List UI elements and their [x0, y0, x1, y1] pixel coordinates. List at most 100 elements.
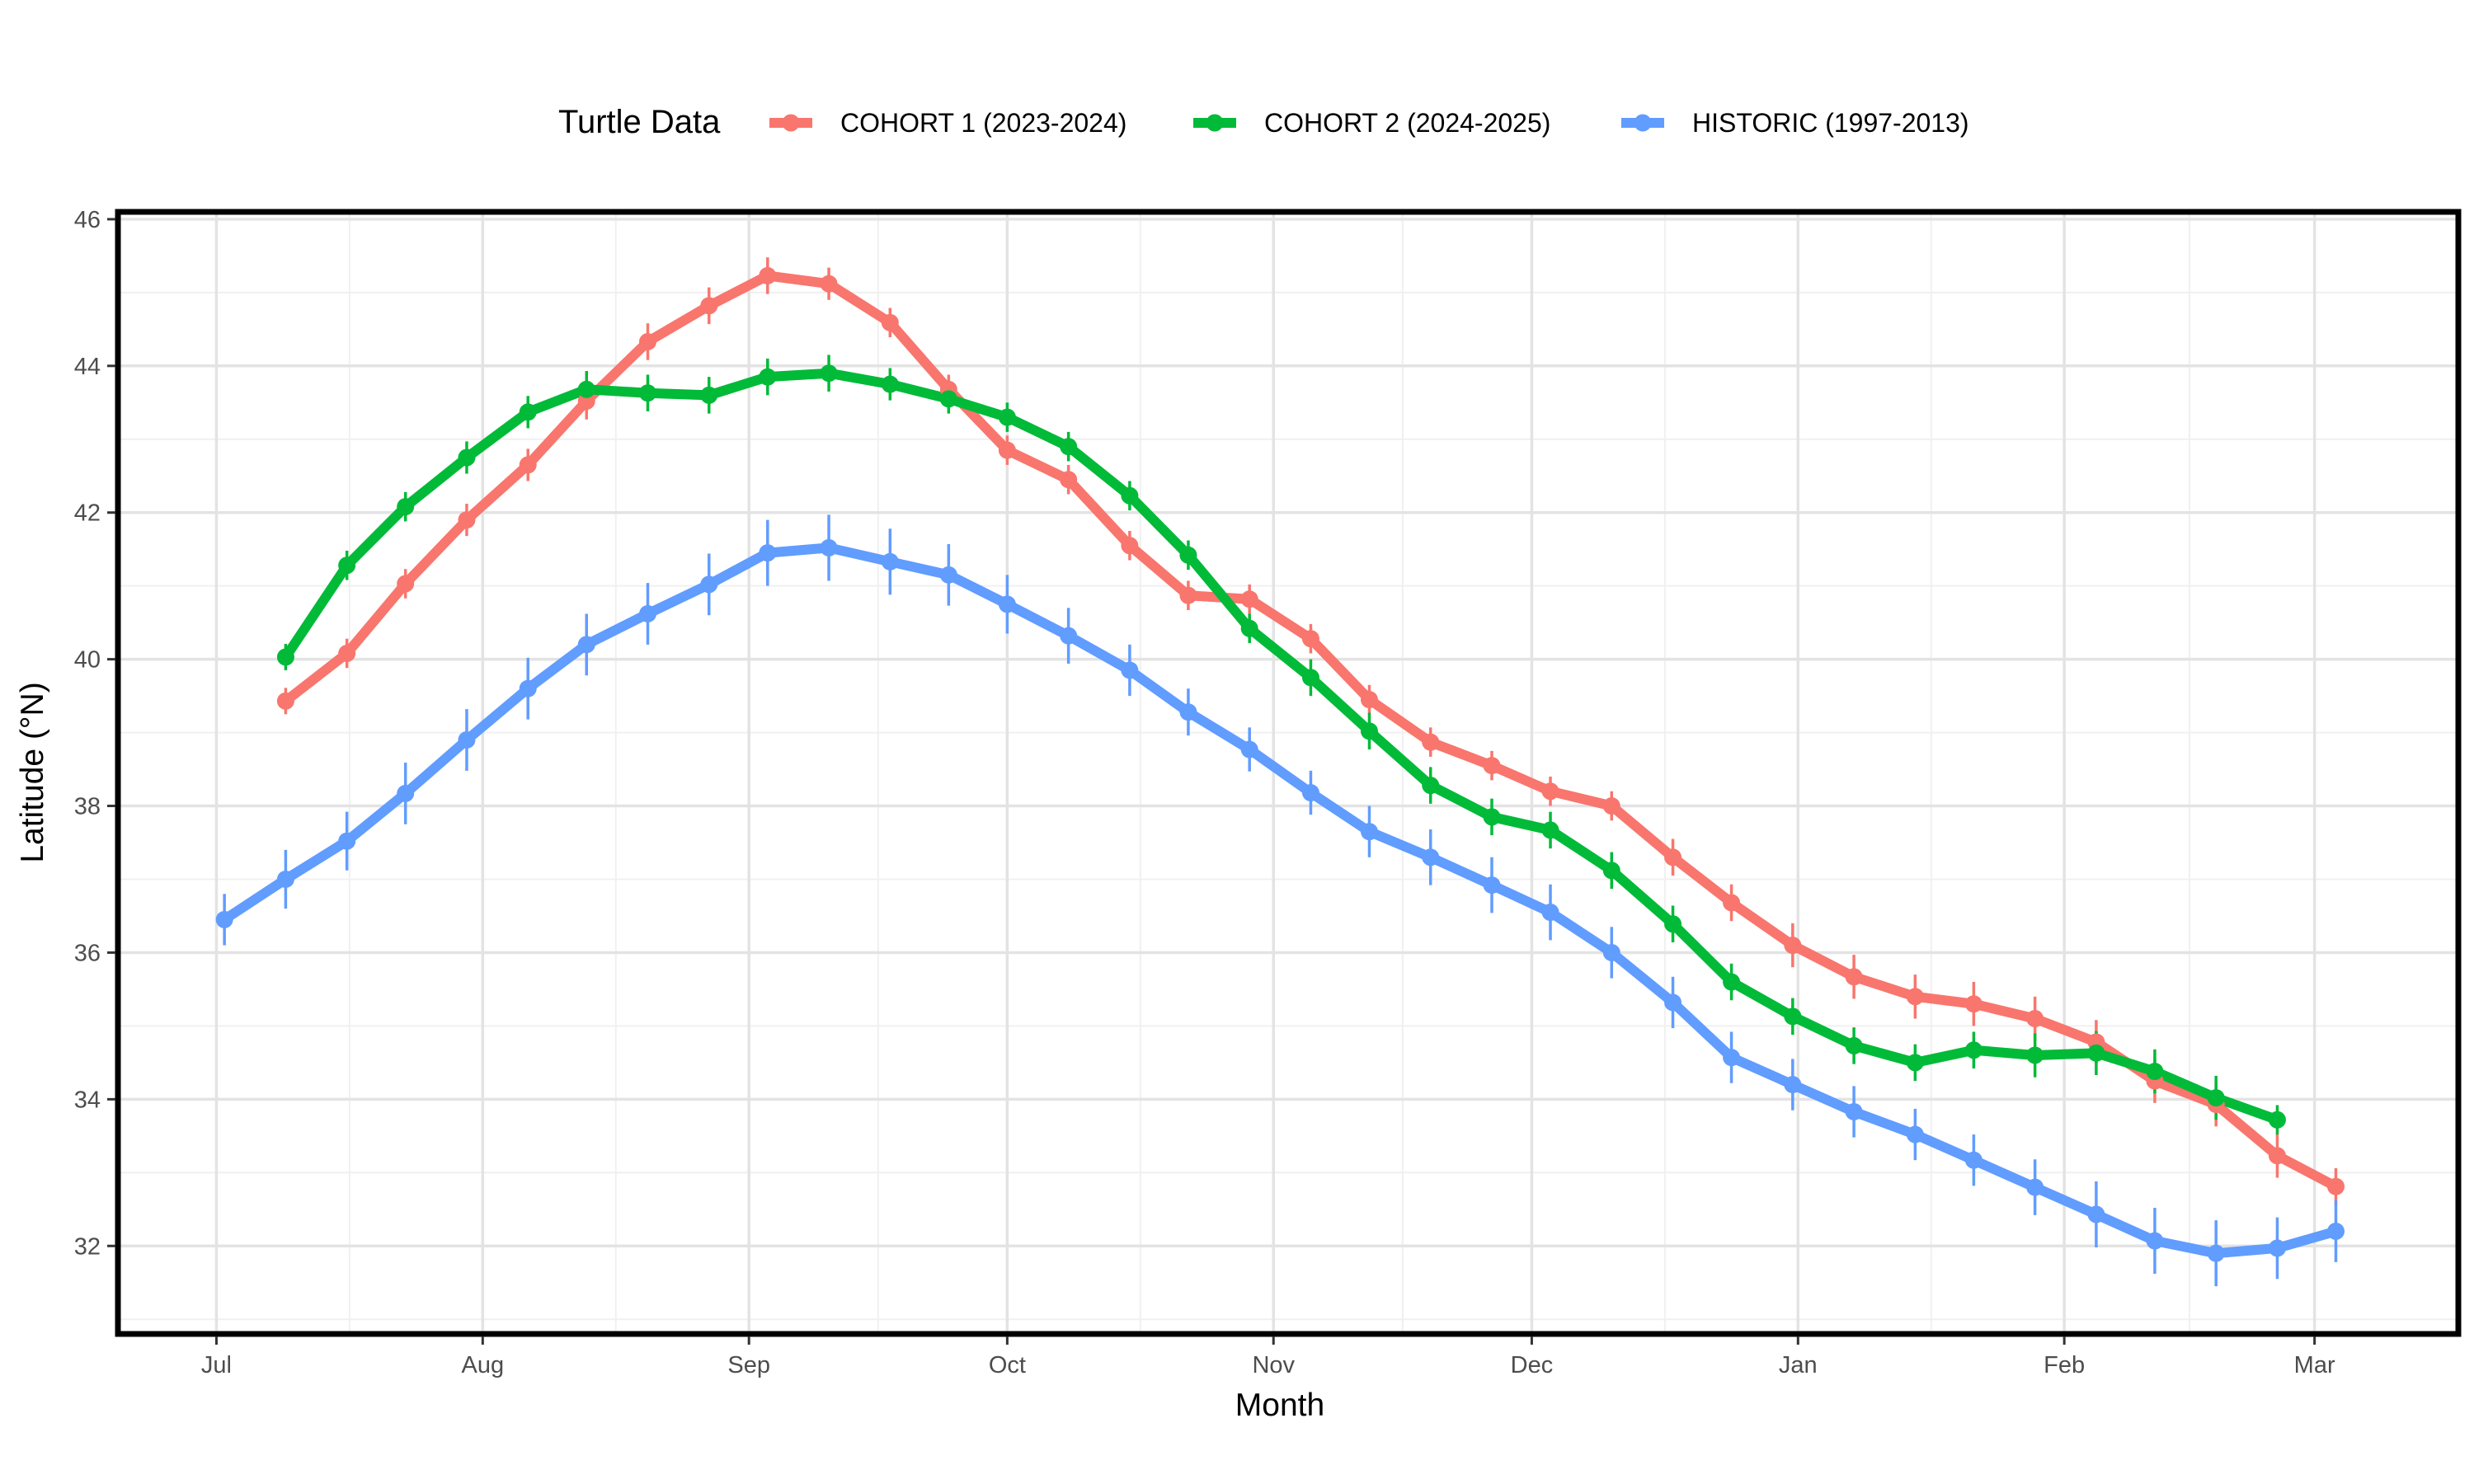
plot-panel-border [115, 209, 2462, 1337]
data-point-cohort-2-2024-2025 [1121, 486, 1139, 505]
data-point-cohort-2-2024-2025 [1906, 1054, 1924, 1072]
data-point-historic-1997-2013 [1964, 1151, 1982, 1169]
legend-key-point-cohort-1-2023-2024 [782, 114, 800, 132]
data-point-historic-1997-2013 [820, 538, 838, 556]
data-point-cohort-2-2024-2025 [700, 386, 718, 404]
data-point-cohort-1-2023-2024 [1964, 995, 1982, 1013]
y-tick-label: 36 [74, 940, 101, 966]
data-point-historic-1997-2013 [1723, 1049, 1741, 1067]
data-point-historic-1997-2013 [700, 575, 718, 594]
series-line-historic-1997-2013 [221, 542, 2338, 1259]
data-point-historic-1997-2013 [2087, 1205, 2105, 1223]
y-tick-label: 40 [74, 647, 101, 674]
data-point-historic-1997-2013 [939, 566, 957, 584]
data-point-cohort-1-2023-2024 [1422, 733, 1440, 751]
data-point-historic-1997-2013 [639, 604, 657, 622]
data-point-cohort-1-2023-2024 [519, 456, 537, 474]
y-tick-label: 38 [74, 794, 101, 820]
data-point-cohort-1-2023-2024 [1240, 590, 1258, 608]
data-point-cohort-2-2024-2025 [577, 380, 595, 398]
data-point-cohort-1-2023-2024 [1179, 586, 1197, 604]
data-point-cohort-1-2023-2024 [1784, 937, 1802, 955]
data-point-cohort-1-2023-2024 [1541, 782, 1559, 801]
data-point-historic-1997-2013 [1483, 876, 1501, 895]
y-tick-label: 42 [74, 500, 101, 527]
data-point-cohort-1-2023-2024 [2268, 1147, 2286, 1165]
x-tick-label: Feb [2044, 1352, 2085, 1378]
data-point-historic-1997-2013 [397, 784, 415, 802]
x-axis: Jul Aug Sep Oct Nov Dec Jan Feb Mar [201, 1336, 2335, 1378]
data-point-cohort-1-2023-2024 [700, 297, 718, 315]
data-point-cohort-2-2024-2025 [998, 408, 1016, 426]
data-point-cohort-1-2023-2024 [2026, 1009, 2044, 1027]
legend-key-point-cohort-2-2024-2025 [1206, 114, 1224, 132]
data-point-cohort-2-2024-2025 [939, 390, 957, 408]
data-point-historic-1997-2013 [215, 910, 233, 928]
legend-title: Turtle Data [558, 104, 721, 140]
grid [118, 212, 2458, 1334]
data-point-historic-1997-2013 [276, 870, 294, 888]
x-tick-label: Dec [1511, 1352, 1554, 1378]
data-point-historic-1997-2013 [1179, 703, 1197, 721]
data-point-cohort-1-2023-2024 [820, 275, 838, 293]
y-tick-label: 34 [74, 1087, 101, 1113]
data-point-cohort-2-2024-2025 [639, 384, 657, 402]
data-point-cohort-2-2024-2025 [1784, 1007, 1802, 1026]
data-point-historic-1997-2013 [1602, 943, 1620, 961]
data-point-cohort-2-2024-2025 [1602, 862, 1620, 880]
data-point-cohort-1-2023-2024 [1483, 757, 1501, 775]
data-point-historic-1997-2013 [2026, 1178, 2044, 1196]
data-point-cohort-1-2023-2024 [1360, 691, 1378, 709]
data-point-cohort-2-2024-2025 [820, 364, 838, 383]
x-tick-label: Oct [989, 1352, 1026, 1378]
data-point-historic-1997-2013 [519, 679, 537, 697]
data-point-cohort-1-2023-2024 [1602, 797, 1620, 815]
y-tick-label: 32 [74, 1233, 101, 1260]
data-point-cohort-2-2024-2025 [2087, 1044, 2105, 1062]
legend: Turtle Data COHORT 1 (2023-2024) COHORT 2… [558, 104, 1969, 140]
x-tick-label: Nov [1252, 1352, 1295, 1378]
data-point-cohort-2-2024-2025 [458, 448, 476, 467]
legend-label-cohort-1-2023-2024: COHORT 1 (2023-2024) [840, 108, 1126, 138]
x-tick-label: Jan [1779, 1352, 1818, 1378]
data-point-historic-1997-2013 [1664, 993, 1682, 1012]
data-point-cohort-2-2024-2025 [1360, 722, 1378, 740]
data-point-historic-1997-2013 [577, 636, 595, 654]
data-point-cohort-1-2023-2024 [458, 511, 476, 529]
data-point-cohort-2-2024-2025 [338, 556, 356, 575]
data-point-cohort-1-2023-2024 [338, 645, 356, 663]
y-tick-label: 44 [74, 354, 101, 380]
data-point-historic-1997-2013 [1240, 740, 1258, 758]
y-tick-label: 46 [74, 207, 101, 233]
data-point-cohort-1-2023-2024 [1301, 630, 1319, 648]
data-point-cohort-2-2024-2025 [1541, 821, 1559, 839]
legend-label-cohort-2-2024-2025: COHORT 2 (2024-2025) [1264, 108, 1550, 138]
data-point-historic-1997-2013 [759, 544, 777, 562]
data-point-historic-1997-2013 [881, 552, 899, 571]
data-point-cohort-2-2024-2025 [1301, 669, 1319, 687]
series-points [215, 266, 2345, 1262]
data-point-historic-1997-2013 [458, 730, 476, 749]
x-tick-label: Jul [201, 1352, 232, 1378]
legend-key-point-historic-1997-2013 [1634, 114, 1652, 132]
data-point-cohort-2-2024-2025 [2207, 1089, 2225, 1107]
data-point-cohort-2-2024-2025 [1422, 777, 1440, 795]
data-point-historic-1997-2013 [998, 595, 1016, 613]
data-point-cohort-1-2023-2024 [1845, 968, 1863, 986]
data-point-cohort-2-2024-2025 [1240, 619, 1258, 637]
data-point-cohort-2-2024-2025 [1664, 915, 1682, 933]
data-point-cohort-2-2024-2025 [519, 403, 537, 421]
data-point-cohort-2-2024-2025 [276, 648, 294, 666]
data-point-historic-1997-2013 [1301, 784, 1319, 802]
data-point-historic-1997-2013 [1541, 904, 1559, 922]
data-point-cohort-2-2024-2025 [1845, 1036, 1863, 1054]
x-tick-label: Sep [727, 1352, 770, 1378]
data-point-historic-1997-2013 [1422, 848, 1440, 866]
x-axis-title: Month [1235, 1388, 1324, 1423]
data-point-cohort-1-2023-2024 [1664, 848, 1682, 866]
data-point-cohort-2-2024-2025 [397, 498, 415, 516]
x-tick-label: Aug [462, 1352, 505, 1378]
data-point-historic-1997-2013 [2268, 1239, 2286, 1257]
data-point-cohort-2-2024-2025 [759, 368, 777, 386]
data-point-historic-1997-2013 [1360, 823, 1378, 841]
